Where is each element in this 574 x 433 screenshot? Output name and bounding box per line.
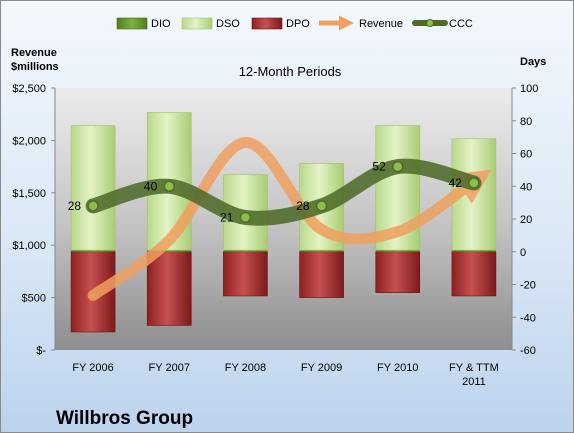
legend-label-revenue: Revenue xyxy=(359,18,403,30)
dio-bar xyxy=(223,250,268,252)
ccc-point xyxy=(392,160,404,173)
legend-label-dio: DIO xyxy=(151,18,171,30)
dio-bar xyxy=(299,250,344,252)
revenue-series xyxy=(87,137,492,301)
right-tick-label: -20 xyxy=(520,280,536,292)
revenue-line xyxy=(87,137,492,301)
right-tick-label: 60 xyxy=(520,149,532,161)
legend-label-dso: DSO xyxy=(216,18,240,30)
dpo-bar xyxy=(375,251,421,293)
right-tick-label: -40 xyxy=(520,312,536,324)
legend-label-dpo: DPO xyxy=(286,18,310,30)
ccc-point xyxy=(239,211,252,224)
left-tick-label: $2,000 xyxy=(12,135,46,147)
dio-bar xyxy=(375,250,420,252)
right-axis-label: Days xyxy=(520,56,546,68)
category-label: FY 2008 xyxy=(225,362,266,374)
ccc-point xyxy=(315,200,328,212)
revenue-point xyxy=(91,294,95,298)
ccc-point xyxy=(468,177,480,189)
legend-marker-ccc xyxy=(426,19,434,27)
dio-bar xyxy=(147,250,192,252)
legend-swatch-dio xyxy=(116,17,148,30)
category-label: FY 2006 xyxy=(72,362,113,374)
ccc-data-label: 21 xyxy=(220,210,234,224)
chart-title: 12-Month Periods xyxy=(239,64,342,79)
left-tick-label: $- xyxy=(36,345,46,357)
dio-bar xyxy=(451,250,496,252)
ccc-point xyxy=(87,200,99,212)
category-label: 2011 xyxy=(462,376,486,388)
legend-swatch-dso xyxy=(181,17,213,30)
ccc-data-label: 28 xyxy=(296,199,310,213)
right-tick-label: 40 xyxy=(520,181,532,193)
ccc-data-label: 40 xyxy=(144,179,158,193)
left-tick-label: $1,500 xyxy=(12,188,46,200)
right-tick-label: -60 xyxy=(520,345,536,357)
revenue-point xyxy=(396,230,400,234)
revenue-point xyxy=(243,140,247,144)
dpo-bar xyxy=(451,251,497,297)
dpo-bar xyxy=(146,251,192,326)
right-tick-label: 100 xyxy=(520,83,538,95)
dpo-bar xyxy=(223,251,268,297)
ccc-data-label: 42 xyxy=(449,176,463,190)
legend: DIO DSO DPO Revenue CCC xyxy=(116,15,473,31)
category-label: FY 2010 xyxy=(377,362,418,374)
company-name: Willbros Group xyxy=(56,408,193,429)
ccc-data-label: 52 xyxy=(372,160,386,174)
legend-swatch-dpo xyxy=(251,17,283,30)
category-labels: FY 2006 FY 2007 FY 2008 FY 2009 FY 2010 FY & … xyxy=(72,362,498,388)
category-label: FY 2007 xyxy=(149,362,190,374)
ccc-point xyxy=(163,180,175,192)
left-axis-label-line-1: Revenue xyxy=(11,47,57,59)
right-tick-label: 80 xyxy=(520,116,532,128)
category-label: FY 2009 xyxy=(301,362,342,374)
left-tick-label: $500 xyxy=(22,293,46,305)
left-axis-label-line-2: $millions xyxy=(11,61,59,73)
revenue-point xyxy=(167,238,171,242)
right-tick-label: 20 xyxy=(520,214,532,226)
ccc-series: 28 40 21 28 52 42 xyxy=(68,158,482,226)
ccc-data-label: 28 xyxy=(68,199,82,213)
revenue-point xyxy=(320,227,324,231)
right-tick-label: 0 xyxy=(520,247,526,259)
left-tick-label: $1,000 xyxy=(12,240,46,252)
category-label: FY & TTM xyxy=(449,362,499,374)
right-axis-ticks: -60 -40 -20 0 20 40 60 80 100 xyxy=(512,83,538,357)
left-tick-label: $2,500 xyxy=(12,83,46,95)
dso-bar xyxy=(70,125,116,251)
left-axis-ticks: $- $500 $1,000 $1,500 $2,000 $2,500 xyxy=(12,83,55,357)
dpo-bar xyxy=(299,251,344,298)
dio-bar xyxy=(71,250,116,252)
legend-label-ccc: CCC xyxy=(449,18,473,30)
